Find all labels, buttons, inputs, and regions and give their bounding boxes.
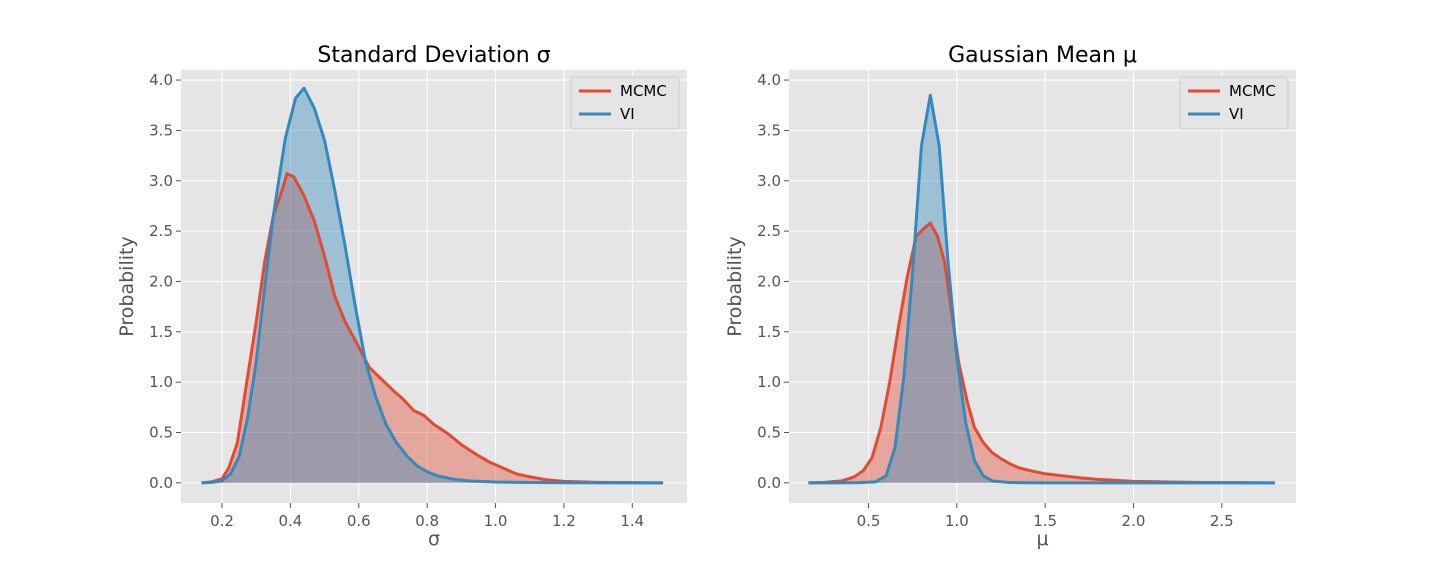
y-tick-label: 3.0 — [149, 172, 173, 190]
chart-title: Gaussian Mean μ — [948, 43, 1137, 68]
plot-area — [789, 70, 1296, 503]
x-tick-label: 1.4 — [620, 512, 644, 530]
legend-label-mcmc: MCMC — [620, 82, 667, 100]
y-tick-label: 4.0 — [757, 71, 781, 89]
y-axis-label: Probability — [116, 236, 138, 336]
legend: MCMC VI — [570, 76, 680, 130]
y-tick-label: 3.0 — [757, 172, 781, 190]
x-ticks: 0.2 0.4 0.6 0.8 1.0 1.2 1.4 — [210, 503, 644, 530]
x-tick-label: 2.5 — [1210, 512, 1234, 530]
y-axis-label: Probability — [724, 236, 746, 336]
area-fill-mcmc — [808, 223, 1275, 483]
chart-sigma: 0.2 0.4 0.6 0.8 1.0 1.2 1.4 0.0 0.5 1.0 1.5 2.0 2.5… — [116, 43, 687, 550]
y-tick-label: 2.5 — [149, 222, 173, 240]
y-tick-label: 2.0 — [757, 272, 781, 290]
y-tick-label: 2.5 — [757, 222, 781, 240]
series-fills — [201, 88, 664, 483]
x-axis-label: μ — [1036, 528, 1048, 550]
y-tick-label: 0.0 — [149, 474, 173, 492]
x-tick-label: 1.0 — [945, 512, 969, 530]
series-line-vi — [201, 86, 664, 485]
area-fill-mcmc — [201, 173, 664, 483]
legend-label-vi: VI — [1229, 105, 1244, 123]
y-tick-label: 1.5 — [149, 323, 173, 341]
series-fills — [808, 95, 1275, 483]
x-tick-label: 0.2 — [210, 512, 234, 530]
x-tick-label: 1.5 — [1033, 512, 1057, 530]
y-tick-label: 1.5 — [757, 323, 781, 341]
area-fill-vi — [201, 88, 664, 483]
x-axis-label: σ — [428, 528, 440, 550]
x-ticks: 0.5 1.0 1.5 2.0 2.5 — [857, 503, 1234, 530]
legend-label-vi: VI — [620, 105, 635, 123]
x-tick-label: 0.4 — [278, 512, 302, 530]
y-tick-label: 3.5 — [149, 121, 173, 139]
y-tick-label: 3.5 — [757, 121, 781, 139]
y-tick-label: 2.0 — [149, 272, 173, 290]
y-tick-label: 4.0 — [149, 71, 173, 89]
y-tick-label: 0.5 — [757, 424, 781, 442]
x-tick-label: 2.0 — [1122, 512, 1146, 530]
chart-title: Standard Deviation σ — [317, 43, 550, 68]
chart-mu: 0.5 1.0 1.5 2.0 2.5 0.0 0.5 1.0 1.5 2.0 2.5 3.0 3.5… — [724, 43, 1296, 550]
legend: MCMC VI — [1179, 76, 1289, 130]
y-tick-label: 0.5 — [149, 424, 173, 442]
x-tick-label: 1.2 — [552, 512, 576, 530]
y-tick-label: 0.0 — [757, 474, 781, 492]
y-ticks: 0.0 0.5 1.0 1.5 2.0 2.5 3.0 3.5 4.0 — [757, 71, 789, 492]
series-lines — [808, 93, 1275, 485]
series-line-mcmc — [808, 221, 1275, 485]
y-tick-label: 1.0 — [149, 373, 173, 391]
series-line-mcmc — [201, 172, 664, 485]
x-tick-label: 0.6 — [347, 512, 371, 530]
y-tick-label: 1.0 — [757, 373, 781, 391]
x-tick-label: 0.8 — [415, 512, 439, 530]
series-lines — [201, 86, 664, 485]
x-tick-label: 0.5 — [857, 512, 881, 530]
legend-label-mcmc: MCMC — [1229, 82, 1276, 100]
series-line-vi — [808, 93, 1275, 485]
grid — [181, 70, 687, 503]
y-ticks: 0.0 0.5 1.0 1.5 2.0 2.5 3.0 3.5 4.0 — [149, 71, 181, 492]
x-tick-label: 1.0 — [484, 512, 508, 530]
area-fill-vi — [808, 95, 1275, 483]
